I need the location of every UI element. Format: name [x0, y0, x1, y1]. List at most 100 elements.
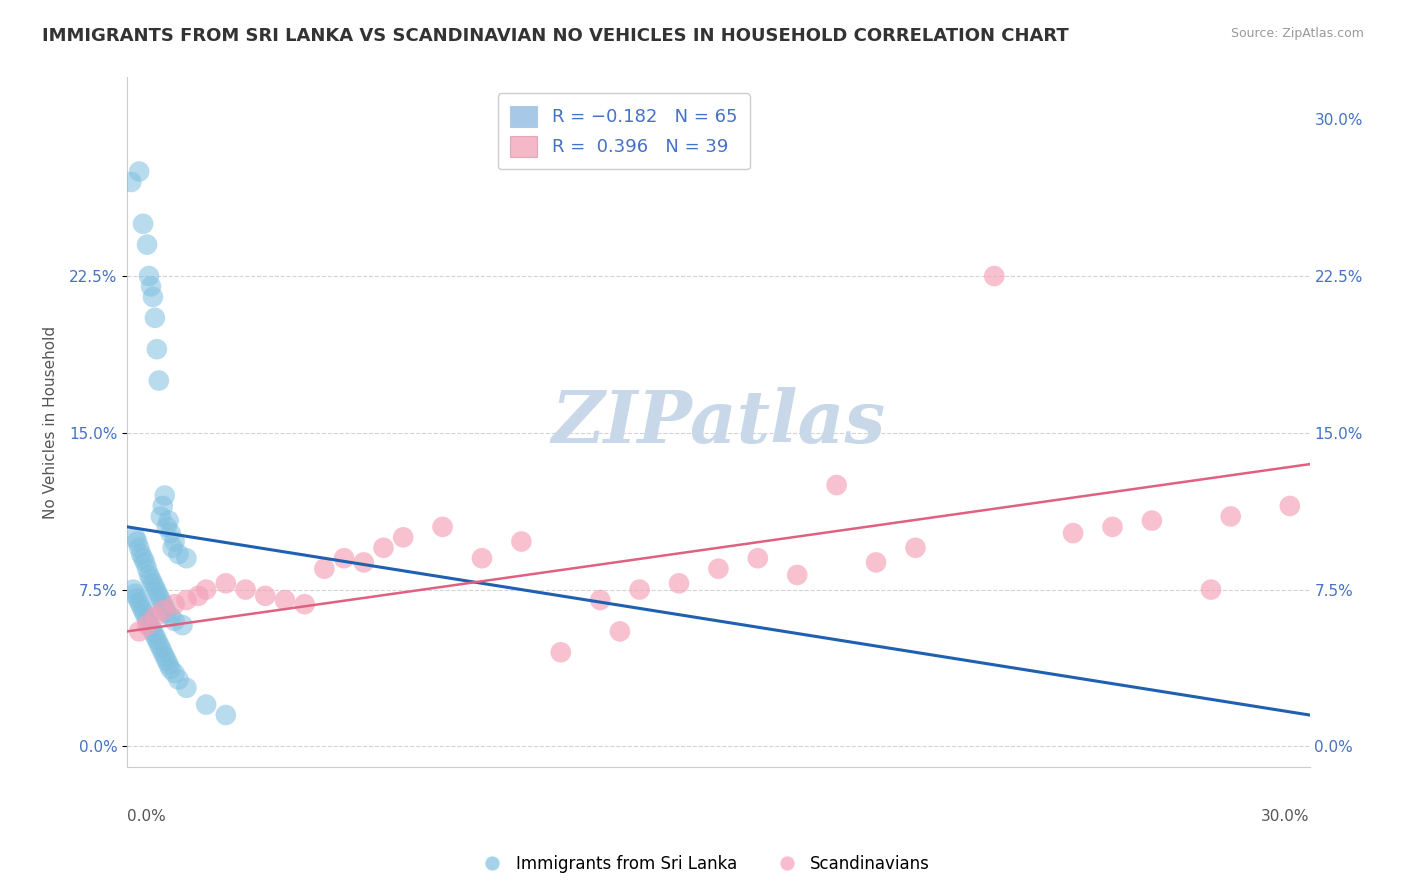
Point — [136, 618, 159, 632]
Point — [132, 217, 155, 231]
Point — [1278, 499, 1301, 513]
Point — [167, 547, 190, 561]
Text: 0.0%: 0.0% — [128, 809, 166, 823]
Point — [129, 547, 152, 561]
Point — [129, 599, 152, 614]
Point — [143, 629, 166, 643]
Point — [392, 530, 415, 544]
Point — [373, 541, 395, 555]
Point — [146, 632, 169, 647]
Point — [152, 645, 174, 659]
Point — [195, 582, 218, 597]
Point — [176, 681, 198, 695]
Point — [1140, 514, 1163, 528]
Point — [149, 641, 172, 656]
Point — [215, 708, 238, 723]
Point — [128, 164, 150, 178]
Point — [274, 593, 297, 607]
Point — [162, 541, 184, 555]
Point — [254, 589, 277, 603]
Point — [983, 268, 1005, 283]
Point — [865, 556, 887, 570]
Point — [156, 606, 179, 620]
Point — [139, 572, 162, 586]
Point — [143, 581, 166, 595]
Point — [124, 530, 146, 544]
Point — [157, 657, 180, 672]
Point — [195, 698, 218, 712]
Point — [1199, 582, 1222, 597]
Point — [153, 649, 176, 664]
Point — [187, 589, 209, 603]
Point — [128, 624, 150, 639]
Point — [167, 673, 190, 687]
Point — [1062, 526, 1084, 541]
Point — [139, 279, 162, 293]
Point — [215, 576, 238, 591]
Point — [176, 593, 198, 607]
Point — [139, 620, 162, 634]
Point — [132, 603, 155, 617]
Point — [152, 597, 174, 611]
Point — [176, 551, 198, 566]
Point — [589, 593, 612, 607]
Point — [138, 568, 160, 582]
Point — [142, 290, 165, 304]
Point — [157, 514, 180, 528]
Point — [124, 587, 146, 601]
Point — [353, 556, 375, 570]
Legend: R = −0.182   N = 65, R =  0.396   N = 39: R = −0.182 N = 65, R = 0.396 N = 39 — [498, 94, 749, 169]
Point — [163, 534, 186, 549]
Point — [156, 520, 179, 534]
Point — [172, 618, 194, 632]
Point — [149, 509, 172, 524]
Point — [159, 526, 181, 541]
Point — [333, 551, 356, 566]
Point — [668, 576, 690, 591]
Point — [825, 478, 848, 492]
Text: Source: ZipAtlas.com: Source: ZipAtlas.com — [1230, 27, 1364, 40]
Point — [136, 562, 159, 576]
Point — [134, 556, 156, 570]
Point — [148, 374, 170, 388]
Point — [127, 534, 149, 549]
Point — [134, 607, 156, 622]
Point — [904, 541, 927, 555]
Point — [153, 601, 176, 615]
Point — [142, 576, 165, 591]
Point — [128, 541, 150, 555]
Point — [159, 609, 181, 624]
Point — [628, 582, 651, 597]
Point — [138, 268, 160, 283]
Point — [127, 591, 149, 605]
Point — [747, 551, 769, 566]
Point — [786, 568, 808, 582]
Point — [136, 237, 159, 252]
Point — [148, 637, 170, 651]
Point — [609, 624, 631, 639]
Point — [1219, 509, 1241, 524]
Point — [550, 645, 572, 659]
Point — [136, 612, 159, 626]
Text: IMMIGRANTS FROM SRI LANKA VS SCANDINAVIAN NO VEHICLES IN HOUSEHOLD CORRELATION C: IMMIGRANTS FROM SRI LANKA VS SCANDINAVIA… — [42, 27, 1069, 45]
Point — [510, 534, 533, 549]
Point — [132, 551, 155, 566]
Point — [143, 609, 166, 624]
Point — [122, 582, 145, 597]
Text: 30.0%: 30.0% — [1261, 809, 1309, 823]
Point — [152, 603, 174, 617]
Point — [471, 551, 494, 566]
Legend: Immigrants from Sri Lanka, Scandinavians: Immigrants from Sri Lanka, Scandinavians — [470, 848, 936, 880]
Point — [235, 582, 257, 597]
Point — [294, 597, 316, 611]
Point — [142, 624, 165, 639]
Point — [149, 593, 172, 607]
Point — [159, 662, 181, 676]
Y-axis label: No Vehicles in Household: No Vehicles in Household — [44, 326, 58, 519]
Point — [163, 614, 186, 628]
Point — [148, 589, 170, 603]
Point — [156, 654, 179, 668]
Point — [163, 597, 186, 611]
Point — [152, 499, 174, 513]
Point — [707, 562, 730, 576]
